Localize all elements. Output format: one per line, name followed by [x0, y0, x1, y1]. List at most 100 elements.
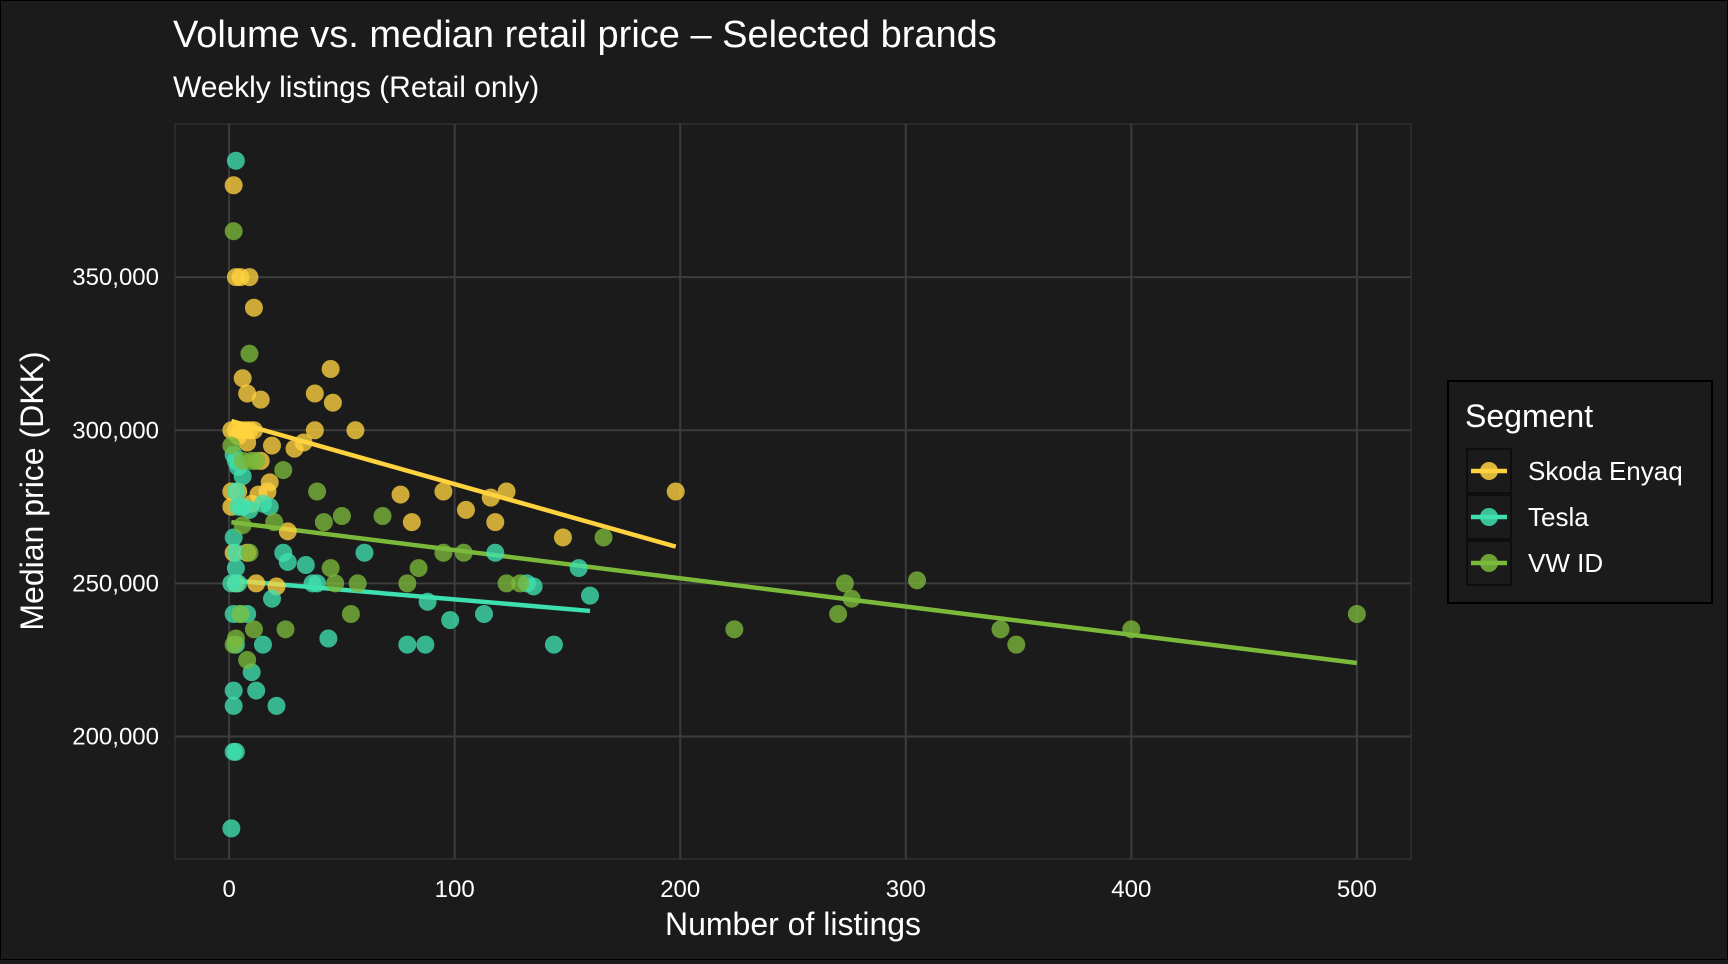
vw-id-point — [265, 513, 284, 532]
skoda-enyaq-point — [666, 482, 685, 501]
skoda-enyaq-point — [247, 574, 266, 593]
vw-id-point — [991, 620, 1010, 639]
vw-id-point — [224, 635, 243, 654]
skoda-enyaq-point — [456, 500, 475, 519]
legend-item-vw-id: VW ID — [1466, 540, 1603, 586]
x-tick-label: 100 — [435, 876, 475, 903]
legend-items: Skoda Enyaq Tesla VW ID — [1466, 448, 1683, 586]
vw-id-point — [326, 574, 345, 593]
vw-id-point — [247, 451, 266, 470]
vw-id-point — [233, 516, 252, 535]
tesla-point — [226, 543, 245, 562]
tesla-point — [355, 543, 374, 562]
skoda-enyaq-point — [323, 393, 342, 412]
x-tick-label: 200 — [660, 876, 700, 903]
gridlines — [175, 124, 1411, 859]
vw-id-point — [1007, 635, 1026, 654]
tesla-point — [486, 543, 505, 562]
legend-label: VW ID — [1528, 548, 1603, 578]
skoda-enyaq-point — [240, 268, 259, 287]
legend-item-skoda-enyaq: Skoda Enyaq — [1466, 448, 1683, 494]
vw-id-trend-line — [231, 519, 1358, 666]
tesla-point — [226, 742, 245, 761]
legend-key-point — [1480, 462, 1498, 480]
tesla-point — [569, 559, 588, 578]
tesla-point — [222, 574, 241, 593]
skoda-enyaq-point — [278, 522, 297, 541]
tesla-point — [253, 635, 272, 654]
vw-id-point — [398, 574, 417, 593]
skoda-enyaq-point — [294, 433, 313, 452]
vw-id-point — [224, 222, 243, 241]
vw-id-point — [497, 574, 516, 593]
skoda-enyaq-point — [262, 436, 281, 455]
vw-id-point — [231, 605, 250, 623]
vw-id-point — [308, 482, 327, 501]
x-tick-label: 300 — [886, 876, 926, 903]
x-axis-ticks: 0 100 200 300 400 500 — [222, 876, 1376, 903]
vw-id-point — [1347, 605, 1366, 623]
tesla-point — [475, 605, 493, 623]
legend-title: Segment — [1465, 398, 1593, 434]
tesla-point — [240, 500, 259, 519]
legend-label: Tesla — [1528, 502, 1589, 532]
tesla-point — [544, 635, 563, 654]
tesla-point — [260, 497, 279, 516]
x-axis-label: Number of listings — [665, 906, 921, 942]
tesla-trend-line — [231, 578, 591, 614]
tesla-point — [296, 556, 315, 574]
skoda-enyaq-point — [305, 384, 324, 403]
chart-subtitle: Weekly listings (Retail only) — [173, 71, 539, 104]
vw-id-point — [594, 528, 613, 547]
vw-id-point — [244, 620, 263, 639]
vw-id-point — [908, 571, 927, 590]
y-tick-label: 350,000 — [72, 264, 159, 291]
vw-id-point — [434, 543, 453, 562]
tesla-point — [233, 467, 252, 486]
vw-id-point — [222, 436, 241, 455]
skoda-enyaq-point — [233, 369, 252, 388]
vw-id-point — [348, 574, 367, 593]
vw-id-point — [511, 574, 530, 593]
tesla-point — [398, 635, 417, 654]
y-tick-label: 200,000 — [72, 724, 159, 751]
tesla-point — [416, 635, 435, 654]
y-tick-label: 250,000 — [72, 570, 159, 597]
tesla-point — [226, 482, 245, 501]
vw-id-point — [238, 650, 257, 669]
skoda-enyaq-point — [251, 390, 270, 409]
vw-id-point — [321, 559, 340, 578]
legend-item-tesla: Tesla — [1466, 494, 1589, 540]
skoda-enyaq-point — [391, 485, 410, 504]
vw-id-point — [725, 620, 744, 639]
vw-id-point — [1122, 620, 1141, 639]
tesla-point — [224, 696, 243, 715]
skoda-enyaq-point — [238, 433, 257, 452]
vw-id-point — [314, 513, 333, 532]
skoda-enyaq-point — [497, 482, 516, 501]
vw-id-point — [274, 461, 293, 480]
vw-id-point — [409, 559, 428, 578]
vw-id-point — [332, 507, 351, 525]
y-axis-ticks: 200,000 250,000 300,000 350,000 — [72, 264, 159, 750]
skoda-enyaq-point — [305, 421, 324, 440]
skoda-enyaq-point — [434, 482, 453, 501]
x-tick-label: 500 — [1337, 876, 1377, 903]
tesla-point — [262, 589, 281, 608]
vw-id-point — [276, 620, 295, 639]
x-tick-label: 400 — [1111, 876, 1151, 903]
legend-label: Skoda Enyaq — [1528, 456, 1683, 486]
tesla-point — [226, 559, 245, 578]
skoda-enyaq-point — [553, 528, 572, 547]
plot-panel — [174, 123, 1412, 860]
tesla-point — [308, 574, 327, 593]
skoda-enyaq-point — [238, 384, 257, 403]
skoda-enyaq-point — [402, 513, 421, 532]
tesla-point — [581, 586, 600, 605]
vw-id-point — [842, 589, 861, 608]
vw-id-point — [454, 543, 473, 562]
skoda-enyaq-point — [486, 513, 505, 532]
legend-key-point — [1480, 508, 1498, 526]
vw-id-point — [341, 605, 360, 623]
